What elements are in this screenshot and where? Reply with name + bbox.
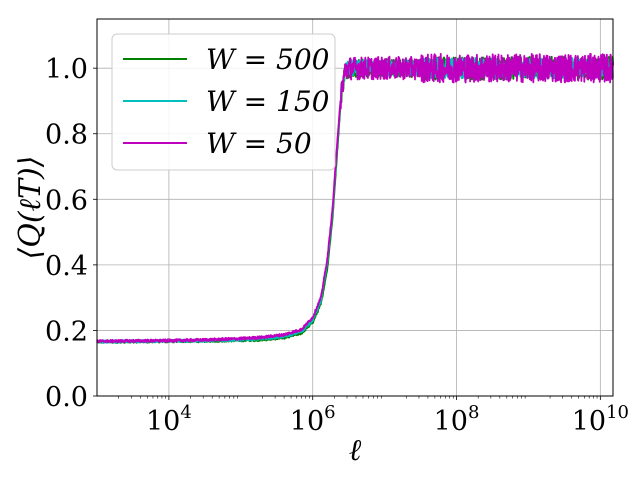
plot-frame: [96, 18, 614, 397]
y-tick-label: 1.0: [45, 54, 88, 85]
y-tick-label: 0.2: [45, 316, 88, 347]
axis-ticks: 0.0 0.2 0.4 0.6 0.8 1.0 104 106 108 1010: [45, 54, 629, 437]
x-axis-label: ℓ: [349, 433, 362, 468]
y-tick-label: 0.6: [45, 185, 88, 216]
y-tick-label: 0.4: [45, 251, 88, 282]
legend-label: W = 500: [206, 43, 329, 76]
series-lines: [96, 52, 614, 344]
series-line-2: [96, 52, 614, 344]
legend-label: W = 50: [206, 127, 312, 160]
x-tick-label: 104: [146, 402, 192, 437]
y-axis-label: ⟨Q(ℓT)⟩: [13, 156, 48, 260]
x-tick-label: 1010: [572, 402, 629, 437]
legend-box: [111, 33, 336, 171]
axis-labels: ℓ ⟨Q(ℓT)⟩: [13, 156, 362, 468]
y-tick-label: 0.8: [45, 120, 88, 151]
x-tick-label: 106: [290, 402, 336, 437]
y-tick-label: 0.0: [45, 382, 88, 413]
legend: W = 500 W = 150 W = 50: [111, 33, 336, 171]
legend-label: W = 150: [206, 85, 329, 118]
x-tick-label: 108: [434, 402, 480, 437]
